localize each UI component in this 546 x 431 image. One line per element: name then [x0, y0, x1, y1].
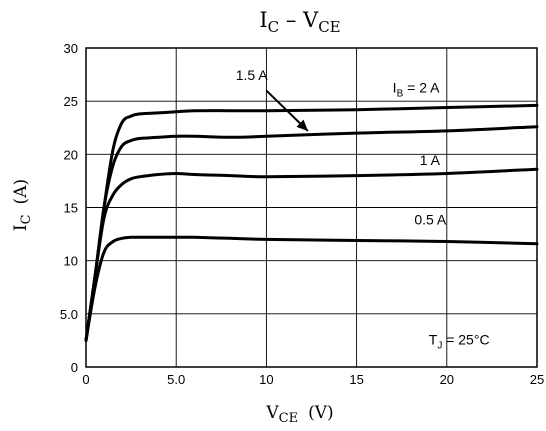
y-tick-label: 20: [64, 147, 78, 162]
annotation-arrow-head: [296, 119, 308, 131]
series-line-4: [84, 235, 539, 342]
axis-ticks: 0 5.0 10 15 20 25 0 5.0 10 15 20 25 30: [60, 41, 544, 387]
y-tick-label: 10: [64, 254, 78, 269]
annotations: IB = 2 A 1.5 A 1 A 0.5 A TJ = 25°C: [236, 67, 490, 352]
x-tick-label: 15: [349, 372, 363, 387]
x-axis-label: VCE (V): [265, 403, 333, 426]
y-tick-label: 30: [64, 41, 78, 56]
x-tick-label: 25: [530, 372, 544, 387]
y-tick-label: 0: [71, 360, 78, 375]
x-tick-label: 0: [82, 372, 89, 387]
x-tick-label: 20: [440, 372, 454, 387]
annotation-ib15: 1.5 A: [236, 67, 269, 83]
y-tick-label: 15: [64, 201, 78, 216]
annotation-ib05: 0.5 A: [414, 212, 447, 228]
series-group: [84, 103, 539, 342]
y-axis-label: IC(A): [11, 179, 34, 231]
annotation-tj: TJ = 25°C: [429, 332, 490, 352]
series-line-2: [84, 125, 539, 342]
annotation-ib1: 1 A: [420, 152, 441, 168]
annotation-ib2: IB = 2 A: [393, 80, 440, 100]
x-tick-label: 5.0: [167, 372, 185, 387]
y-tick-label: 5.0: [60, 307, 78, 322]
chart-title: IC – VCE: [259, 8, 340, 36]
x-tick-label: 10: [259, 372, 273, 387]
plot-frame: [85, 47, 538, 368]
series-line-1: [84, 103, 539, 342]
series-line-3: [84, 167, 539, 342]
grid: [86, 48, 537, 367]
y-tick-label: 25: [64, 94, 78, 109]
